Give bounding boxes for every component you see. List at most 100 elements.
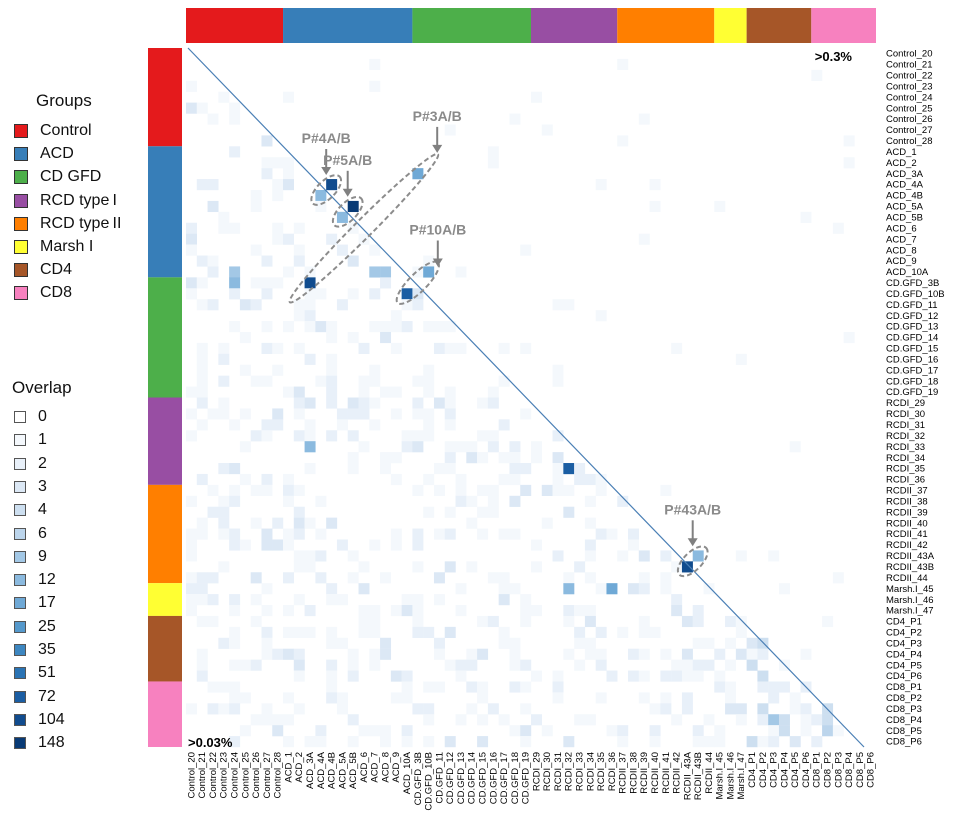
overlap-label: 72 (38, 687, 56, 705)
heatmap-cell (692, 725, 704, 737)
heatmap-cell (218, 91, 230, 103)
heatmap-cell (477, 615, 489, 628)
heatmap-cell (800, 725, 812, 737)
heatmap-cell (423, 430, 435, 442)
heatmap-cell (283, 473, 295, 486)
row-label: RCDII_44 (886, 573, 928, 584)
heatmap-cell (455, 605, 467, 617)
heatmap-cell (380, 452, 392, 464)
heatmap-cell (326, 386, 338, 398)
heatmap-cell (380, 572, 392, 584)
heatmap-cell (563, 299, 575, 311)
column-label: CD4_P3 (769, 752, 780, 788)
heatmap-cell (401, 681, 413, 693)
heatmap-cell (218, 517, 230, 529)
group-swatch (14, 170, 28, 185)
row-labels: Control_20Control_21Control_22Control_23… (886, 49, 945, 748)
row-label: CD8_P1 (886, 682, 922, 693)
top-bar-marsh-i (714, 8, 747, 43)
group-label: Control (40, 122, 92, 139)
overlap-legend-item: 2 (14, 454, 47, 474)
heatmap-cell (347, 255, 359, 267)
heatmap-cell (703, 637, 715, 649)
heatmap-cell (444, 626, 456, 638)
heatmap-cell (196, 353, 208, 365)
row-label: ACD_8 (886, 245, 917, 256)
heatmap-cell (423, 681, 435, 693)
heatmap-cell (186, 386, 197, 398)
column-label: ACD_7 (370, 752, 381, 783)
column-label: Control_23 (219, 752, 230, 798)
heatmap-cell (315, 736, 327, 748)
heatmap-cell (283, 736, 295, 748)
heatmap-cell (423, 321, 435, 333)
heatmap-cell (746, 736, 758, 748)
heatmap-cell (304, 419, 316, 431)
heatmap-cell (574, 561, 586, 573)
heatmap-cell (681, 648, 693, 660)
heatmap-cell (401, 321, 413, 333)
column-label: Control_20 (186, 752, 197, 798)
heatmap-cell (671, 659, 683, 671)
heatmap-cell (369, 615, 381, 628)
heatmap-cell (347, 200, 359, 213)
heatmap-cell (186, 495, 197, 507)
heatmap-cell (401, 736, 413, 748)
heatmap-cell (509, 648, 521, 660)
heatmap-cell (531, 441, 542, 453)
row-label: CD.GFD_16 (886, 354, 938, 365)
heatmap-cell (369, 648, 381, 660)
heatmap-cell (595, 528, 607, 540)
row-label: Control_23 (886, 81, 932, 92)
top-bar-cd8 (811, 8, 876, 43)
heatmap-cell (509, 637, 521, 649)
heatmap-cell (390, 321, 402, 333)
heatmap-cell (304, 517, 316, 529)
heatmap-cell (477, 714, 489, 726)
heatmap-cell (681, 670, 693, 682)
heatmap-cell (412, 430, 424, 442)
row-label: ACD_3A (886, 169, 924, 180)
row-label: ACD_5A (886, 202, 924, 213)
pair-annotations: P#4A/B P#5A/B P#3A/B P#10A/B P#43A/B (288, 108, 721, 578)
heatmap-cell (574, 626, 586, 638)
heatmap-cell (660, 550, 672, 562)
row-label: RCDII_38 (886, 496, 928, 507)
heatmap-cell (401, 299, 413, 311)
heatmap-cell (250, 299, 262, 311)
heatmap-cell (433, 572, 445, 584)
heatmap-cell (261, 703, 273, 715)
heatmap-cell (326, 430, 338, 442)
heatmap-cell (239, 331, 251, 344)
row-label: CD.GFD_3B (886, 278, 939, 289)
groups-legend-item: CD8 (14, 283, 72, 303)
column-label: ACD_4B (327, 752, 338, 789)
heatmap-cell (326, 583, 338, 595)
heatmap-cell (207, 255, 219, 267)
heatmap-cell (681, 561, 693, 573)
column-label: ACD_8 (380, 752, 391, 783)
heatmap-cell (412, 397, 424, 409)
heatmap-cell (283, 233, 295, 245)
column-label: RCDI_29 (531, 752, 542, 791)
heatmap-cell (186, 539, 197, 551)
heatmap-cell (520, 342, 532, 355)
heatmap-cell (746, 659, 758, 671)
heatmap-cell (520, 594, 532, 606)
heatmap-cell (229, 659, 241, 671)
heatmap-cell (778, 583, 790, 595)
heatmap-cell (272, 342, 284, 355)
row-label: CD.GFD_14 (886, 333, 938, 344)
column-label: CD8_P1 (812, 752, 823, 788)
heatmap-cell (509, 473, 521, 486)
overlap-swatch (14, 504, 26, 517)
heatmap-cell (574, 659, 586, 671)
heatmap-cell (401, 594, 413, 606)
heatmap-cell (283, 266, 295, 278)
heatmap-cell (681, 615, 693, 628)
heatmap-cell (250, 572, 262, 584)
heatmap-cell (283, 714, 295, 726)
heatmap-cell (380, 463, 392, 475)
heatmap-cell (757, 648, 769, 660)
heatmap-cell (455, 659, 467, 671)
